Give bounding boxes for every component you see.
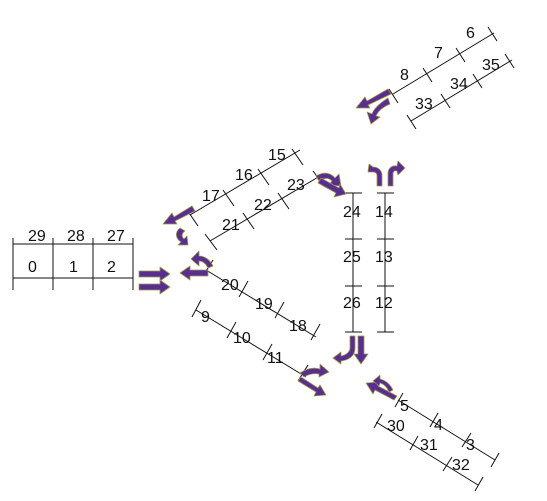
segment-label-24: 24 <box>343 204 361 221</box>
segment-label-8: 8 <box>400 67 409 84</box>
segment-label-25: 25 <box>343 249 361 266</box>
segment-label-34: 34 <box>450 76 468 93</box>
segment-label-10: 10 <box>233 330 251 347</box>
upper-left-track-pair: 17 16 15 21 22 23 <box>186 147 326 251</box>
segment-label-19: 19 <box>255 296 273 313</box>
segment-label-28: 28 <box>67 228 85 245</box>
segment-label-3: 3 <box>466 437 475 454</box>
lower-diagonal-arrow-icon <box>297 363 330 397</box>
segment-label-22: 22 <box>254 197 272 214</box>
southeast-track-pair: 5 4 3 30 31 32 <box>373 392 500 492</box>
west-entry-arrow-icon <box>138 266 171 295</box>
segment-label-5: 5 <box>400 398 409 415</box>
segment-label-31: 31 <box>420 437 438 454</box>
segment-label-27: 27 <box>107 228 125 245</box>
left-leg-top-arrow-icon <box>162 205 196 246</box>
segment-label-7: 7 <box>434 45 443 62</box>
segment-label-21: 21 <box>222 217 240 234</box>
northeast-track-pair: 8 7 6 33 34 35 <box>388 25 515 130</box>
segment-label-33: 33 <box>415 96 433 113</box>
segment-label-16: 16 <box>235 167 253 184</box>
segment-label-9: 9 <box>201 309 210 326</box>
segment-label-14: 14 <box>375 204 393 221</box>
segment-label-32: 32 <box>452 457 470 474</box>
segment-label-26: 26 <box>343 295 361 312</box>
northeast-arrow-icon <box>355 88 392 125</box>
lower-left-track-pair: 20 19 18 9 10 11 <box>191 259 321 382</box>
right-vertical-track-pair: 24 25 26 14 13 12 <box>343 192 394 333</box>
bottom-junction-arrow-icon <box>332 335 369 365</box>
segment-label-18: 18 <box>289 318 307 335</box>
segment-label-20: 20 <box>221 277 239 294</box>
west-junction-arrow-icon <box>179 250 214 281</box>
segment-label-12: 12 <box>375 295 393 312</box>
segment-label-13: 13 <box>375 249 393 266</box>
segment-label-11: 11 <box>267 350 284 367</box>
segment-label-2: 2 <box>107 259 116 276</box>
segment-label-4: 4 <box>434 417 443 434</box>
segment-label-17: 17 <box>202 188 220 205</box>
segment-label-0: 0 <box>28 259 37 276</box>
left-diagonal-arrow-icon <box>315 172 347 198</box>
segment-label-23: 23 <box>287 177 305 194</box>
right-vertical-top-arrow-icon <box>367 160 406 187</box>
segment-label-6: 6 <box>466 25 475 42</box>
southeast-arrow-icon <box>365 374 398 401</box>
segment-label-29: 29 <box>28 228 46 245</box>
segment-label-30: 30 <box>387 418 405 435</box>
segment-label-35: 35 <box>482 57 500 74</box>
segment-label-15: 15 <box>268 147 286 164</box>
west-track-pair: 29 28 27 0 1 2 <box>12 228 134 290</box>
segment-label-1: 1 <box>69 259 78 276</box>
